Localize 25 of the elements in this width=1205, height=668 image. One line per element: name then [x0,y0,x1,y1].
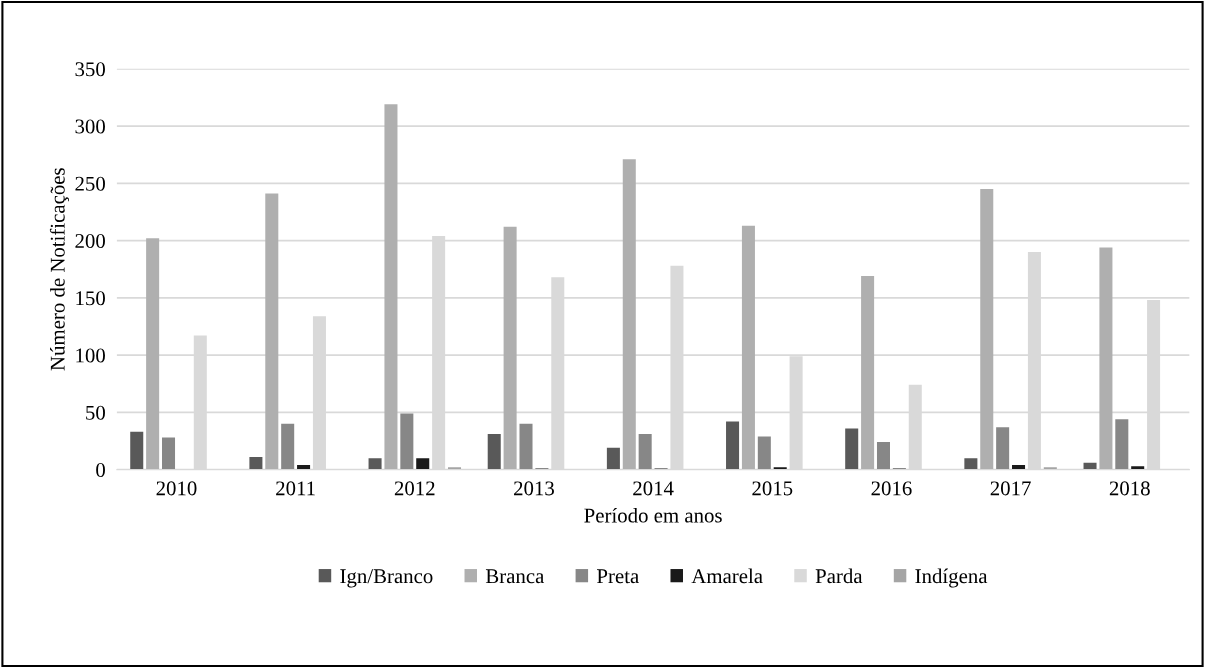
legend-label: Preta [597,569,639,584]
y-tick-label: 350 [75,62,105,77]
x-tick-label: 2016 [871,481,912,496]
y-axis-title: Número de Notificações [49,168,69,371]
legend-label: Parda [815,568,863,584]
legend-label: Branca [485,569,545,584]
x-tick-label: 2010 [156,481,197,496]
legend-label: Indígena [915,568,988,588]
y-tick-label: 100 [76,348,105,363]
y-tick-label: 300 [75,119,105,134]
x-tick-label: 2017 [990,481,1031,496]
x-tick-label: 2011 [276,481,315,496]
y-tick-label: 0 [96,462,105,478]
legend-label: Amarela [691,568,763,584]
y-tick-label: 250 [75,176,105,191]
x-axis-title: Período em anos [584,507,722,523]
y-tick-label: 200 [75,233,105,249]
x-tick-label: 2013 [514,481,554,496]
x-tick-label: 2012 [394,481,435,496]
x-tick-label: 2018 [1109,481,1150,496]
y-tick-label: 50 [86,405,105,420]
x-tick-label: 2015 [752,481,793,496]
y-tick-label: 150 [76,291,105,306]
x-tick-label: 2014 [633,481,674,496]
legend-label: Ign/Branco [340,569,433,588]
